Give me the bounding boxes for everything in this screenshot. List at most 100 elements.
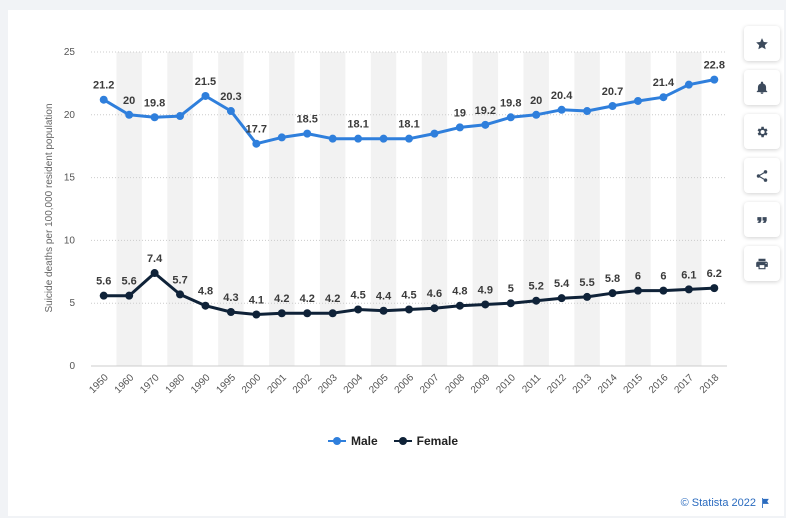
- point-female-2018[interactable]: [710, 284, 719, 293]
- point-female-2005[interactable]: [379, 306, 388, 315]
- point-male-2017[interactable]: [684, 80, 693, 89]
- legend-item-female[interactable]: Female: [393, 434, 459, 448]
- point-female-2009[interactable]: [481, 300, 490, 309]
- data-label-male: 20: [530, 95, 542, 107]
- point-female-1950[interactable]: [99, 291, 108, 300]
- point-female-2001[interactable]: [277, 309, 286, 318]
- bookmark-button[interactable]: [744, 26, 780, 61]
- statista-credit[interactable]: © Statista 2022: [681, 497, 770, 509]
- x-tick-label: 2001: [265, 372, 289, 396]
- data-label-female: 5.7: [172, 274, 187, 286]
- x-tick-label: 2000: [240, 372, 264, 396]
- point-male-1950[interactable]: [99, 95, 108, 104]
- data-label-male: 18.1: [398, 119, 419, 131]
- point-female-2007[interactable]: [430, 304, 439, 313]
- data-label-female: 5.6: [96, 276, 111, 288]
- point-male-2013[interactable]: [583, 107, 592, 116]
- band-2001: [269, 52, 295, 366]
- point-male-2011[interactable]: [532, 110, 541, 119]
- point-male-2002[interactable]: [303, 129, 312, 138]
- legend-item-male[interactable]: Male: [327, 434, 378, 448]
- data-label-male: 19.8: [500, 97, 521, 109]
- point-female-2012[interactable]: [557, 294, 566, 303]
- point-female-2006[interactable]: [405, 305, 413, 314]
- point-male-2009[interactable]: [481, 120, 490, 129]
- point-female-2002[interactable]: [303, 309, 312, 318]
- point-male-2001[interactable]: [277, 133, 286, 142]
- print-button[interactable]: [744, 246, 780, 281]
- point-female-2013[interactable]: [583, 292, 592, 301]
- settings-button[interactable]: [744, 114, 780, 149]
- x-tick-label: 2009: [469, 372, 493, 396]
- x-tick-label: 2010: [494, 372, 518, 396]
- data-label-female: 4.5: [350, 289, 365, 301]
- point-female-2017[interactable]: [684, 285, 693, 294]
- legend-swatch-female: [393, 436, 412, 446]
- point-female-2004[interactable]: [354, 305, 363, 314]
- point-male-1990[interactable]: [201, 91, 210, 100]
- data-label-male: 20.7: [602, 86, 623, 98]
- x-tick-label: 2015: [622, 372, 646, 396]
- point-female-2008[interactable]: [455, 301, 464, 310]
- point-male-2004[interactable]: [354, 134, 363, 143]
- point-female-2011[interactable]: [532, 296, 541, 305]
- point-female-2003[interactable]: [328, 309, 337, 318]
- x-tick-label: 1970: [138, 372, 162, 396]
- point-male-2003[interactable]: [328, 134, 337, 143]
- point-female-1970[interactable]: [150, 269, 159, 278]
- point-male-2008[interactable]: [455, 123, 464, 132]
- x-tick-label: 1990: [189, 372, 213, 396]
- data-label-female: 5: [508, 283, 514, 295]
- point-male-2005[interactable]: [379, 134, 388, 143]
- legend-swatch-male: [327, 436, 346, 446]
- y-tick-label: 5: [69, 298, 75, 309]
- point-male-2010[interactable]: [506, 113, 515, 122]
- point-female-1980[interactable]: [176, 290, 185, 299]
- point-female-2010[interactable]: [506, 299, 515, 308]
- data-label-female: 4.6: [427, 288, 442, 300]
- data-label-male: 20.4: [551, 90, 573, 102]
- point-male-1970[interactable]: [150, 113, 159, 122]
- point-male-1980[interactable]: [176, 112, 185, 121]
- point-female-2000[interactable]: [252, 310, 261, 319]
- point-male-1960[interactable]: [125, 110, 134, 119]
- point-female-1995[interactable]: [226, 307, 235, 316]
- point-male-2015[interactable]: [633, 96, 642, 105]
- point-female-2016[interactable]: [659, 286, 668, 295]
- point-male-2007[interactable]: [430, 129, 439, 138]
- share-button[interactable]: [744, 158, 780, 193]
- data-label-male: 18.5: [297, 114, 318, 126]
- point-male-1995[interactable]: [226, 107, 235, 116]
- x-tick-label: 1950: [87, 372, 111, 396]
- point-male-2016[interactable]: [659, 93, 668, 102]
- quote-icon: [757, 216, 767, 223]
- band-2017: [676, 52, 702, 366]
- legend-label-female: Female: [416, 434, 459, 448]
- notification-button[interactable]: [744, 70, 780, 105]
- toolbar: [744, 26, 780, 290]
- point-female-1960[interactable]: [125, 291, 134, 300]
- x-tick-label: 2007: [418, 372, 442, 396]
- cite-button[interactable]: [744, 202, 780, 237]
- data-label-female: 6.2: [707, 268, 722, 280]
- y-tick-label: 20: [64, 110, 76, 121]
- point-male-2000[interactable]: [252, 139, 261, 148]
- band-2009: [472, 52, 499, 366]
- data-label-male: 21.2: [93, 80, 114, 92]
- point-male-2006[interactable]: [405, 134, 413, 143]
- data-label-female: 5.4: [554, 278, 570, 290]
- point-male-2018[interactable]: [710, 75, 719, 84]
- y-tick-label: 15: [64, 173, 76, 184]
- legend: Male Female: [0, 434, 786, 448]
- point-female-1990[interactable]: [201, 301, 210, 310]
- band-2005: [370, 52, 397, 366]
- credit-text: © Statista 2022: [680, 497, 756, 509]
- x-tick-label: 2012: [545, 372, 569, 396]
- point-female-2014[interactable]: [608, 289, 617, 298]
- point-male-2014[interactable]: [608, 102, 617, 111]
- point-male-2012[interactable]: [557, 105, 566, 114]
- point-female-2015[interactable]: [633, 286, 642, 295]
- legend-label-male: Male: [350, 434, 378, 448]
- data-label-female: 5.6: [122, 276, 137, 288]
- band-1980: [167, 52, 193, 366]
